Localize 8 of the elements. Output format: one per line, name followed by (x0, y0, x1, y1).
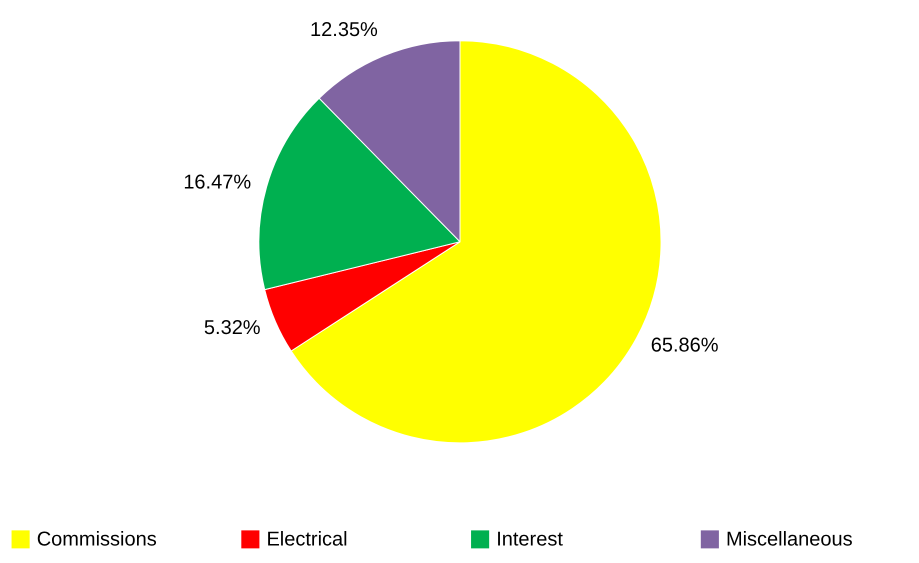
data-label: 12.35% (310, 18, 378, 41)
legend-label: Interest (496, 528, 564, 550)
legend-label: Miscellaneous (726, 528, 853, 550)
legend-label: Electrical (266, 528, 348, 550)
legend-label: Commissions (36, 528, 157, 550)
data-label: 16.47% (183, 171, 252, 194)
data-label: 65.86% (650, 334, 719, 357)
data-label: 5.32% (204, 316, 261, 339)
